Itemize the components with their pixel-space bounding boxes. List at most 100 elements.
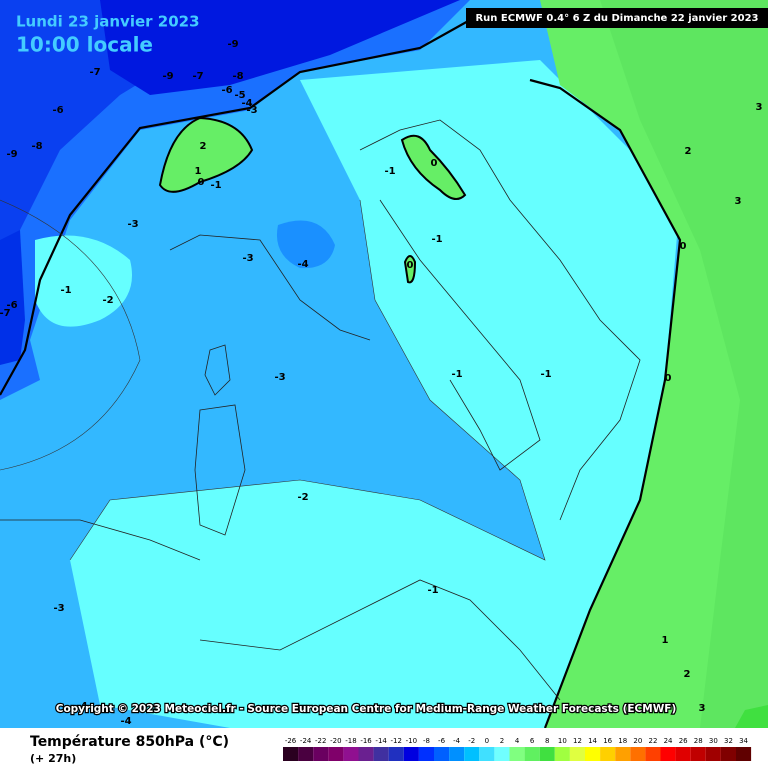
legend-tick-label: 30 xyxy=(709,737,718,745)
contour-label: -1 xyxy=(431,234,442,245)
coastline xyxy=(0,519,561,701)
run: Run ECMWF 0.4° 6 Z du Dimanche 22 janvie… xyxy=(475,13,758,24)
legend-tick-label: -12 xyxy=(391,737,402,745)
field-warm xyxy=(403,255,417,284)
legend-tick-label: 0 xyxy=(485,737,489,745)
field-warm xyxy=(600,0,768,728)
field-mild xyxy=(70,60,680,728)
legend-tick-label: 4 xyxy=(515,737,520,745)
contour-labels: -9-7 -9 -7 -8-6-6 -5-4-3-9-8 210 -1-3-3-4-10-1… xyxy=(0,39,763,727)
contour-label: 0 xyxy=(407,260,414,271)
legend-swatch xyxy=(388,747,404,761)
time: 10:00 locale xyxy=(16,33,153,57)
legend-tick-label: -22 xyxy=(315,737,326,745)
contour-label: 2 xyxy=(685,146,692,157)
legend-swatch xyxy=(524,747,540,761)
legend-tick-label: -18 xyxy=(345,737,356,745)
legend-swatch xyxy=(720,747,736,761)
legend-tick-label: -10 xyxy=(406,737,417,745)
contour-label: -6 xyxy=(6,300,17,311)
contour-label: 1 xyxy=(662,635,669,646)
contour-label: 0 xyxy=(198,177,205,188)
legend-tick-label: -14 xyxy=(375,737,387,745)
legend-swatch xyxy=(554,747,570,761)
legend-tick-label: 10 xyxy=(558,737,567,745)
contour-label: 1 xyxy=(195,166,202,177)
legend-swatch xyxy=(494,747,510,761)
contour-label: -1 xyxy=(210,180,221,191)
legend-swatch xyxy=(464,747,480,761)
legend-tick-label: 26 xyxy=(679,737,688,745)
contour-label: -8 xyxy=(31,141,42,152)
field-mild xyxy=(35,235,132,327)
legend-swatch xyxy=(569,747,585,761)
contour-label: 2 xyxy=(684,669,691,680)
legend-swatch xyxy=(298,747,314,761)
contour-label: -8 xyxy=(232,71,243,82)
contour-label: -1 xyxy=(384,166,395,177)
contour-label: -3 xyxy=(274,372,285,383)
footer-lead: (+ 27h) xyxy=(30,752,76,765)
contour-label: 3 xyxy=(699,703,706,714)
contour-label: -7 xyxy=(192,71,203,82)
legend-swatch xyxy=(705,747,721,761)
legend-swatch xyxy=(328,747,344,761)
legend-tick-label: 20 xyxy=(633,737,642,745)
legend-swatch xyxy=(736,747,752,761)
contour-label: -6 xyxy=(52,105,63,116)
field-colder xyxy=(0,230,25,365)
footer-title: Température 850hPa (°C) xyxy=(30,734,229,750)
coastline xyxy=(359,119,641,521)
contour-label: -4 xyxy=(241,98,252,109)
legend: -26 -24 -22 -20 -18 -16 -14 -12 -10 -8 -6 -4 -2 0 2 4 6 8… xyxy=(283,737,752,761)
legend-swatch xyxy=(449,747,465,761)
legend-swatch xyxy=(539,747,555,761)
legend-swatch xyxy=(283,747,299,761)
legend-tick-label: 28 xyxy=(694,737,703,745)
legend-swatch xyxy=(418,747,434,761)
legend-tick-label: 8 xyxy=(545,737,549,745)
legend-swatch xyxy=(645,747,661,761)
field-cold xyxy=(0,0,470,400)
legend-tick-label: 22 xyxy=(648,737,657,745)
contour-label: -9 xyxy=(6,149,17,160)
legend-tick-label: 24 xyxy=(664,737,673,745)
legend-swatch xyxy=(373,747,389,761)
contour-label: -1 xyxy=(60,285,71,296)
field-coldest xyxy=(100,0,460,95)
legend-tick-label: -2 xyxy=(468,737,475,745)
legend-swatch xyxy=(343,747,359,761)
contour-label: 2 xyxy=(200,141,207,152)
isotherm xyxy=(0,199,141,471)
isotherm xyxy=(0,19,471,396)
contour-label: -5 xyxy=(234,90,245,101)
contour-label: -3 xyxy=(246,105,257,116)
contour-label: -4 xyxy=(76,701,87,712)
legend-swatch xyxy=(358,747,374,761)
contour-label: -9 xyxy=(227,39,238,50)
contour-label: -6 xyxy=(221,85,232,96)
legend-tick-label: 2 xyxy=(500,737,504,745)
legend-swatch xyxy=(434,747,450,761)
legend-swatch xyxy=(660,747,676,761)
legend-swatch xyxy=(675,747,691,761)
contour-label: -1 xyxy=(540,369,551,380)
contour-label: -2 xyxy=(102,295,113,306)
legend-swatch xyxy=(615,747,631,761)
legend-tick-label: 32 xyxy=(724,737,733,745)
contour-label: 3 xyxy=(735,196,742,207)
legend-tick-label: -16 xyxy=(360,737,372,745)
field-warmer xyxy=(735,705,768,728)
contour-label: 0 xyxy=(680,241,687,252)
isotherm xyxy=(529,78,682,729)
legend-swatch xyxy=(585,747,601,761)
contour-label: -1 xyxy=(451,369,462,380)
copyright: Copyright © 2023 Meteociel.fr - Source E… xyxy=(56,703,677,715)
legend-tick-label: -26 xyxy=(285,737,297,745)
field-cold xyxy=(276,220,335,269)
contour-label: -3 xyxy=(53,603,64,614)
coastline xyxy=(169,234,371,536)
legend-tick-label: 18 xyxy=(618,737,627,745)
field-warm xyxy=(400,134,467,200)
